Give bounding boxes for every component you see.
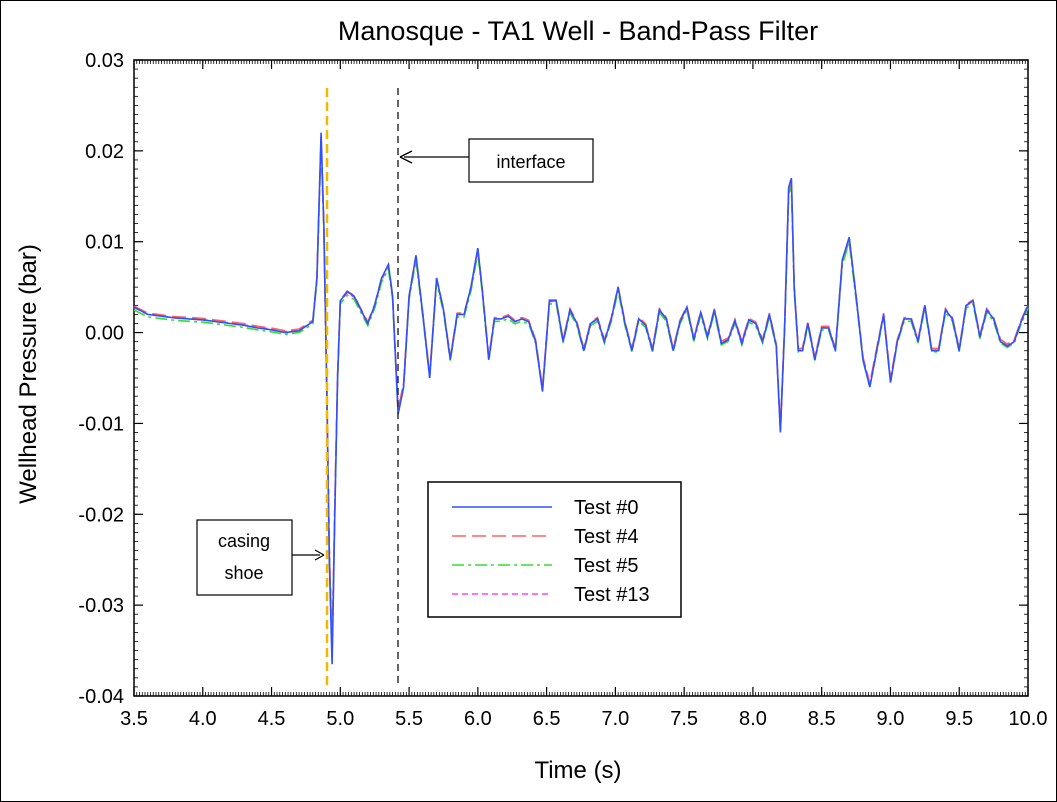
annotation-interface: interface	[397, 88, 594, 687]
interface-label-box	[468, 138, 594, 183]
x-tick-label: 5.0	[326, 708, 354, 730]
casing-shoe-label-line1: casing	[218, 531, 270, 551]
x-tick-label: 8.0	[739, 708, 767, 730]
interface-label: interface	[496, 152, 565, 172]
y-tick-label: -0.01	[78, 413, 124, 435]
x-tick-label: 7.0	[601, 708, 629, 730]
x-tick-label: 4.0	[189, 708, 217, 730]
x-tick-label: 8.5	[808, 708, 836, 730]
legend-label: Test #5	[574, 555, 638, 577]
y-tick-label: -0.02	[78, 504, 124, 526]
x-tick-label: 3.5	[120, 708, 148, 730]
x-tick-label: 6.5	[533, 708, 561, 730]
x-axis-label: Time (s)	[534, 757, 621, 784]
y-tick-label: 0.02	[85, 141, 124, 163]
y-tick-label: 0.00	[85, 323, 124, 345]
x-tick-label: 10.0	[1009, 708, 1048, 730]
legend-label: Test #0	[574, 497, 638, 519]
x-tick-label: 9.5	[945, 708, 973, 730]
y-tick-label: 0.03	[85, 50, 124, 72]
series-line-test0	[133, 132, 1029, 665]
x-tick-label: 5.5	[395, 708, 423, 730]
legend-label: Test #4	[574, 526, 638, 548]
x-tick-label: 9.0	[877, 708, 905, 730]
x-tick-label: 6.0	[464, 708, 492, 730]
casing-shoe-label-line2: shoe	[224, 563, 263, 583]
casing-shoe-label-box	[196, 519, 293, 596]
interface-arrowhead	[399, 150, 413, 164]
casing-shoe-arrowhead	[314, 549, 325, 561]
legend: Test #0 Test #4 Test #5 Test #13	[427, 481, 682, 618]
legend-box	[427, 481, 682, 618]
legend-label: Test #13	[574, 584, 650, 606]
y-tick-label: -0.03	[78, 595, 124, 617]
chart-title: Manosque - TA1 Well - Band-Pass Filter	[338, 16, 818, 46]
plot-area: 3.5 4.0 4.5 5.0 5.5 6.0 6.5 7.0 7.5 8.0 8.5 9.0 9.5 1…	[78, 50, 1047, 730]
annotation-casing-shoe: casing shoe	[196, 88, 329, 687]
y-axis-label: Wellhead Pressure (bar)	[15, 244, 42, 504]
x-tick-label: 7.5	[670, 708, 698, 730]
y-tick-label: 0.01	[85, 232, 124, 254]
x-tick-label: 4.5	[258, 708, 286, 730]
y-tick-label: -0.04	[78, 686, 124, 708]
